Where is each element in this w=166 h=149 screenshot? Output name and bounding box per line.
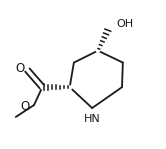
Text: O: O bbox=[15, 62, 24, 75]
Text: HN: HN bbox=[84, 114, 100, 124]
Text: O: O bbox=[20, 100, 30, 113]
Text: OH: OH bbox=[116, 19, 133, 29]
